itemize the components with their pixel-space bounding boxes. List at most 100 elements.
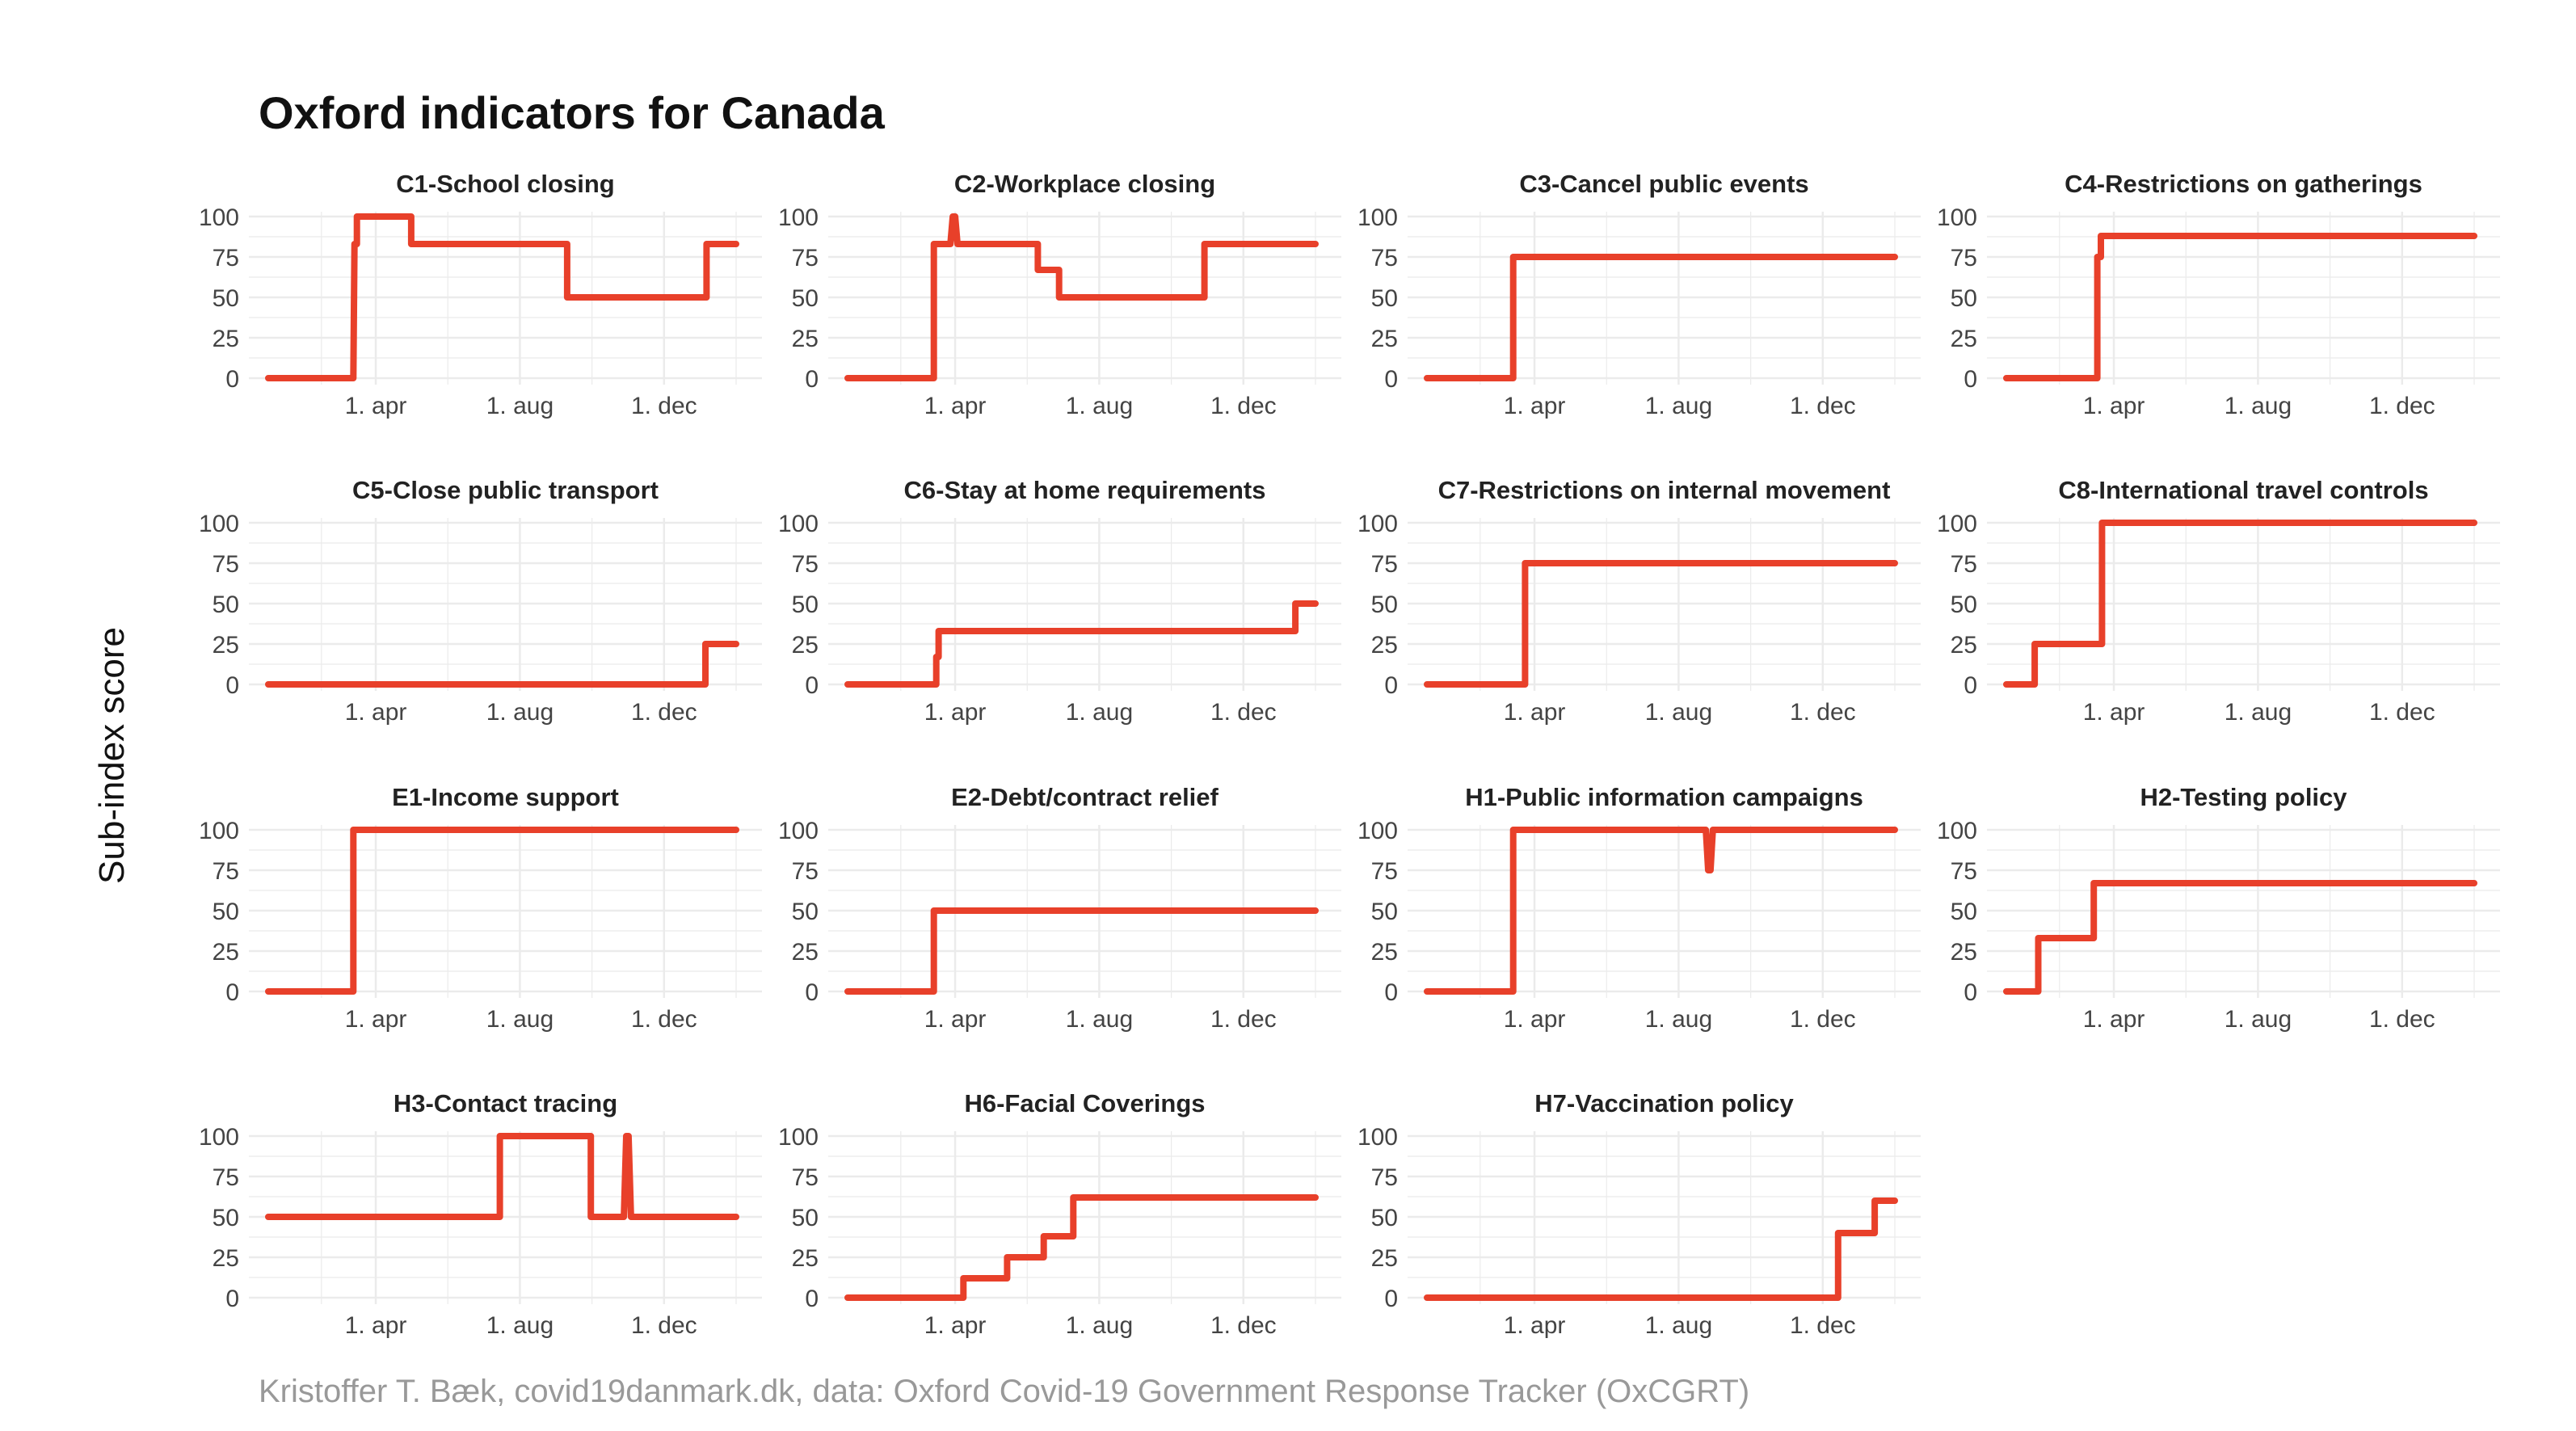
panel-title: E2-Debt/contract relief [951,783,1219,811]
x-tick-label: 1. dec [1790,699,1856,726]
facet-panel: 0 25 50 75 100 1. apr 1. aug 1. dec C5-Close pub… [199,476,762,726]
panel-title: H3-Contact tracing [394,1089,617,1117]
y-tick-label: 0 [225,366,239,393]
facet-panel: 0 25 50 75 100 1. apr 1. aug 1. dec H7-Vaccinati… [1357,1089,1921,1339]
y-tick-label: 75 [1371,858,1398,885]
series-line [1424,827,1898,995]
facet-panel: 0 25 50 75 100 1. apr 1. aug 1. dec H3-Contact t… [199,1089,762,1339]
y-tick-label: 100 [778,818,819,844]
x-tick-label: 1. apr [2083,393,2145,419]
y-tick-label: 25 [1951,632,1977,659]
facet-panel: 0 25 50 75 100 1. apr 1. aug 1. dec E1-Income su… [199,783,762,1033]
facet-panels: 0 25 50 75 100 1. apr 1. aug 1. dec C1-School cl… [199,170,2500,1339]
x-tick-label: 1. apr [1504,1006,1566,1033]
x-tick-label: 1. aug [1066,1312,1133,1339]
y-tick-label: 50 [792,591,819,618]
x-tick-label: 1. dec [631,1312,697,1339]
y-tick-label: 100 [199,1124,239,1151]
y-tick-label: 75 [1951,245,1977,271]
y-tick-label: 0 [225,1286,239,1312]
x-tick-label: 1. apr [924,699,987,726]
y-tick-label: 75 [792,551,819,578]
panel-title: C8-International travel controls [2058,476,2428,504]
y-tick-label: 100 [778,1124,819,1151]
x-tick-label: 1. apr [924,393,987,419]
y-tick-label: 100 [1937,818,1977,844]
y-tick-label: 25 [792,1245,819,1272]
x-tick-label: 1. dec [1790,393,1856,419]
y-tick-label: 25 [213,1245,239,1272]
y-tick-label: 25 [792,939,819,966]
y-tick-label: 75 [213,245,239,271]
chart-title: Oxford indicators for Canada [259,87,886,138]
facet-panel: 0 25 50 75 100 1. apr 1. aug 1. dec E2-Debt/cont… [778,783,1341,1033]
y-tick-label: 75 [792,1164,819,1191]
panel-title: C1-School closing [396,170,614,198]
y-tick-label: 75 [213,551,239,578]
facet-panel: 0 25 50 75 100 1. apr 1. aug 1. dec C4-Restricti… [1937,170,2500,419]
facet-panel: 0 25 50 75 100 1. apr 1. aug 1. dec H6-Facial Co… [778,1089,1341,1339]
y-tick-label: 100 [1937,204,1977,231]
x-tick-label: 1. dec [2369,699,2435,726]
panel-title: E1-Income support [392,783,619,811]
x-tick-label: 1. aug [486,1312,554,1339]
y-tick-label: 25 [213,326,239,352]
y-tick-label: 50 [1951,285,1977,312]
series-line [844,600,1319,688]
y-tick-label: 100 [1357,1124,1398,1151]
panel-title: C5-Close public transport [352,476,659,504]
y-tick-label: 25 [792,632,819,659]
series-line [1424,560,1898,688]
facet-panel: 0 25 50 75 100 1. apr 1. aug 1. dec H1-Public in… [1357,783,1921,1033]
panel-title: H6-Facial Coverings [964,1089,1205,1117]
panel-title: H2-Testing policy [2140,783,2347,811]
y-tick-label: 100 [1357,204,1398,231]
x-tick-label: 1. dec [631,1006,697,1033]
y-tick-label: 100 [1357,818,1398,844]
x-tick-label: 1. dec [1790,1006,1856,1033]
y-tick-label: 50 [1371,899,1398,925]
series-line [2003,520,2477,688]
y-tick-label: 50 [213,1205,239,1231]
x-tick-label: 1. aug [1066,393,1133,419]
y-tick-label: 100 [1357,511,1398,537]
x-tick-label: 1. apr [924,1006,987,1033]
y-tick-label: 50 [213,899,239,925]
facet-panel: 0 25 50 75 100 1. apr 1. aug 1. dec C2-Workplace… [778,170,1341,419]
y-tick-label: 100 [199,511,239,537]
x-tick-label: 1. apr [2083,699,2145,726]
y-tick-label: 50 [1371,1205,1398,1231]
x-tick-label: 1. aug [1645,699,1712,726]
y-tick-label: 100 [778,204,819,231]
x-tick-label: 1. dec [2369,1006,2435,1033]
y-tick-label: 50 [792,285,819,312]
y-tick-label: 50 [1951,899,1977,925]
series-line [265,641,739,688]
x-tick-label: 1. aug [486,393,554,419]
series-line [844,1194,1319,1301]
x-tick-label: 1. dec [1210,1312,1277,1339]
y-tick-label: 50 [213,591,239,618]
x-tick-label: 1. apr [345,1312,407,1339]
x-tick-label: 1. aug [2225,1006,2292,1033]
y-tick-label: 0 [225,979,239,1006]
y-tick-label: 50 [213,285,239,312]
y-tick-label: 0 [805,672,819,699]
y-tick-label: 25 [1371,1245,1398,1272]
y-tick-label: 100 [1937,511,1977,537]
y-tick-label: 0 [1384,366,1398,393]
y-tick-label: 25 [213,939,239,966]
y-tick-label: 75 [1951,858,1977,885]
x-tick-label: 1. apr [345,1006,407,1033]
y-tick-label: 25 [1951,939,1977,966]
x-tick-label: 1. aug [1645,393,1712,419]
series-line [844,213,1319,381]
y-tick-label: 0 [805,1286,819,1312]
x-tick-label: 1. apr [345,393,407,419]
y-tick-label: 75 [1371,245,1398,271]
panel-title: C4-Restrictions on gatherings [2065,170,2422,198]
y-tick-label: 0 [1964,366,1977,393]
x-tick-label: 1. dec [2369,393,2435,419]
y-tick-label: 50 [1371,591,1398,618]
